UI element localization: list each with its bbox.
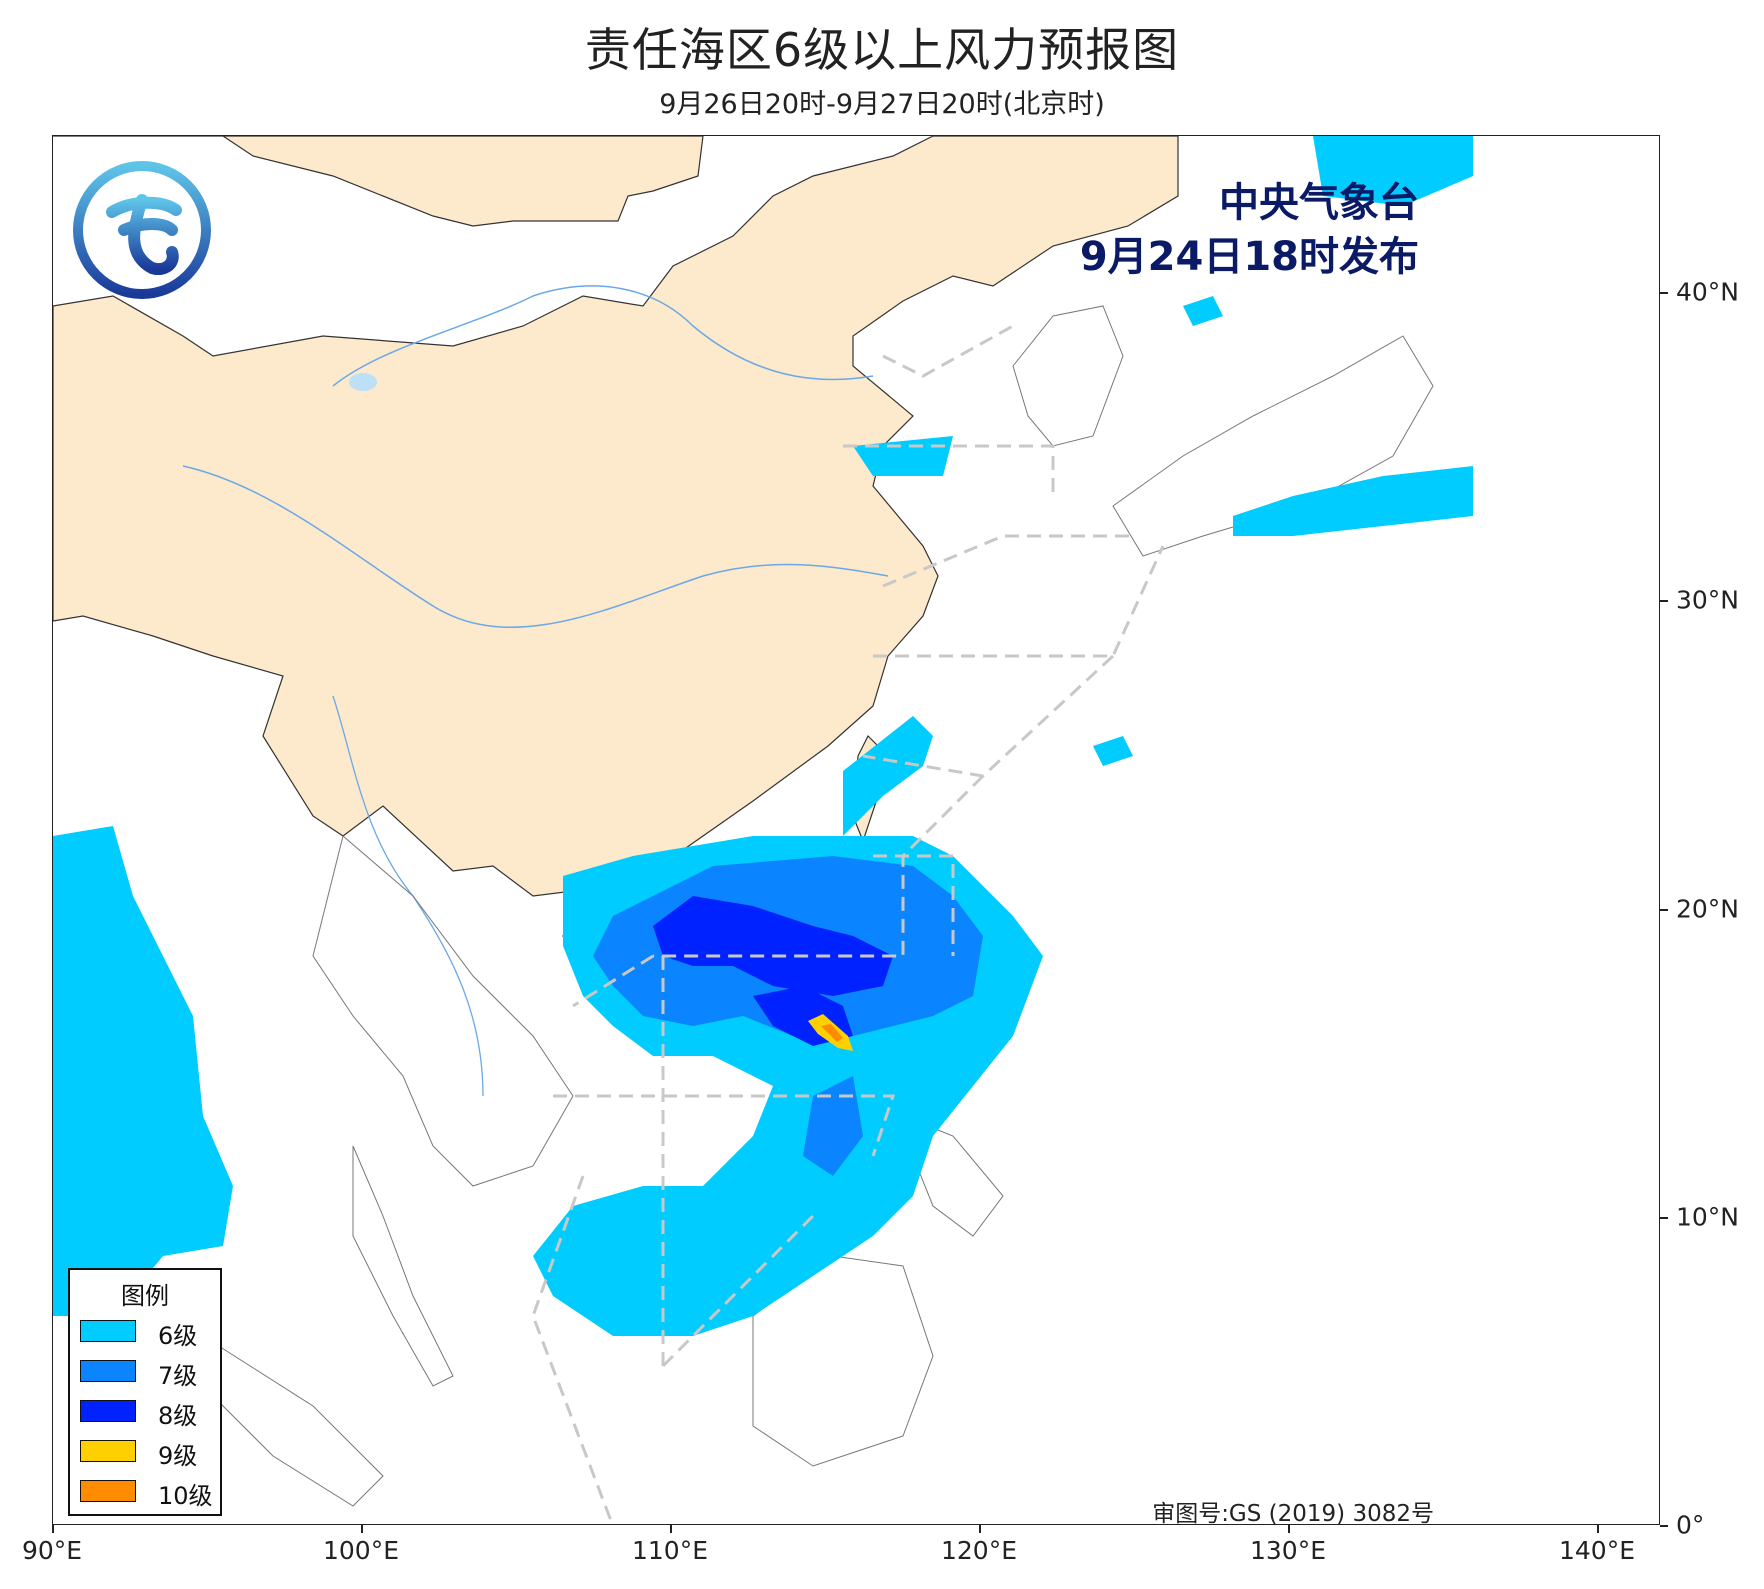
legend-label: 9级 (158, 1442, 198, 1470)
y-tick-10N: 10°N (1676, 1202, 1740, 1232)
legend-swatch (80, 1480, 136, 1502)
y-tick-20N: 20°N (1676, 894, 1740, 924)
malay-peninsula (352, 1145, 454, 1387)
map-subtitle: 9月26日20时-9月27日20时(北京时) (659, 89, 1105, 120)
korea-peninsula (1012, 305, 1124, 447)
y-tick-mark (1660, 1525, 1668, 1527)
x-tick-100E: 100°E (322, 1536, 400, 1565)
river-yangtze (182, 465, 889, 628)
indochina (312, 835, 574, 1187)
review-number: 审图号:GS (2019) 3082号 (1152, 1501, 1434, 1527)
x-tick-110E: 110°E (631, 1536, 709, 1565)
issue-time: 9月24日18时发布 (1079, 234, 1419, 280)
x-tick-mark (1597, 1525, 1599, 1533)
legend-label: 7级 (158, 1362, 198, 1390)
river-yellow (332, 285, 874, 387)
map-frame[interactable] (52, 135, 1660, 1525)
borneo (752, 1255, 934, 1467)
x-tick-mark (1288, 1525, 1290, 1533)
japan-islands (1112, 335, 1434, 557)
legend-swatch (80, 1320, 136, 1342)
legend-title: 图例 (121, 1282, 169, 1310)
legend-swatch (80, 1400, 136, 1422)
x-tick-mark (361, 1525, 363, 1533)
y-tick-30N: 30°N (1676, 585, 1740, 615)
qinghai-lake (349, 373, 377, 391)
legend-label: 10级 (158, 1482, 213, 1510)
issuer-name: 中央气象台 (1219, 180, 1419, 226)
issuer-block: 中央气象台 9月24日18时发布 (1080, 176, 1419, 284)
legend-label: 8级 (158, 1402, 198, 1430)
x-tick-120E: 120°E (940, 1536, 1018, 1565)
legend-label: 6级 (158, 1322, 198, 1350)
legend: 图例 6级 7级 8级 9级 10级 (68, 1268, 222, 1516)
x-tick-130E: 130°E (1249, 1536, 1327, 1565)
legend-swatch (80, 1440, 136, 1462)
y-tick-mark (1660, 292, 1668, 294)
x-tick-90E: 90°E (21, 1536, 83, 1565)
x-tick-140E: 140°E (1558, 1536, 1636, 1565)
sumatra (202, 1335, 384, 1507)
map-canvas (53, 136, 1473, 1524)
x-tick-mark (979, 1525, 981, 1533)
legend-swatch (80, 1360, 136, 1382)
wind-level-10-areas (821, 1024, 843, 1042)
x-tick-mark (52, 1525, 54, 1533)
cma-logo (73, 161, 211, 299)
y-tick-mark (1660, 600, 1668, 602)
sea-zone-boundaries (531, 324, 1165, 1524)
y-tick-mark (1660, 909, 1668, 911)
y-tick-40N: 40°N (1676, 277, 1740, 307)
x-tick-mark (670, 1525, 672, 1533)
map-title: 责任海区6级以上风力预报图 (584, 23, 1180, 77)
y-tick-mark (1660, 1217, 1668, 1219)
y-tick-0: 0° (1676, 1510, 1705, 1540)
china-landmass (53, 136, 1179, 897)
